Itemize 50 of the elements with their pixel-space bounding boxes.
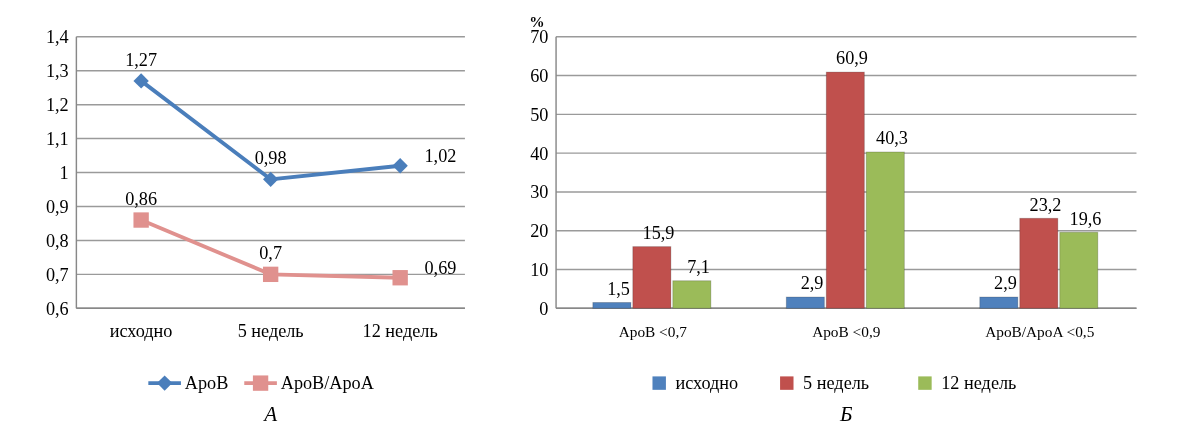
y-tick-label: 1 xyxy=(59,162,69,183)
y-tick-label: 30 xyxy=(530,182,549,203)
x-tick-label: 12 недель xyxy=(362,321,438,342)
legend-label: 12 недель xyxy=(941,373,1017,394)
y-tick-label: 10 xyxy=(530,259,549,280)
data-label: 2,9 xyxy=(994,273,1017,294)
data-label: 23,2 xyxy=(1029,194,1062,215)
data-label: 15,9 xyxy=(642,222,675,243)
data-label: 2,9 xyxy=(800,273,824,294)
text: А xyxy=(262,402,278,427)
data-label: 60,9 xyxy=(836,48,868,69)
y-tick-label: 1,4 xyxy=(45,27,69,48)
point xyxy=(392,270,408,286)
data-label: 1,27 xyxy=(125,49,158,70)
data-label: 7,1 xyxy=(687,257,710,278)
point xyxy=(133,73,149,89)
data-label: 40,3 xyxy=(876,128,908,149)
y-tick-label: 1,2 xyxy=(45,95,69,116)
y-tick-label: 0,7 xyxy=(45,264,69,285)
data-label: 0,7 xyxy=(259,242,283,263)
y-tick-label: 0,9 xyxy=(45,196,69,217)
x-tick-label: ApoB <0,7 xyxy=(618,323,688,341)
legend-label: 5 недель xyxy=(803,373,870,394)
y-tick-label: 0,8 xyxy=(45,230,69,251)
y-tick-label: 20 xyxy=(530,221,549,242)
text: Б xyxy=(839,402,854,427)
legend-label: ApoB/ApoA xyxy=(280,373,375,394)
x-tick-label: 5 недель xyxy=(237,321,304,342)
data-label: 1,02 xyxy=(424,145,457,166)
y-tick-label: 1,1 xyxy=(45,128,69,149)
data-label: 0,98 xyxy=(254,147,287,168)
data-label: 1,5 xyxy=(607,278,630,299)
y-tick-label: 40 xyxy=(530,143,549,164)
x-tick-label: ApoB/ApoA <0,5 xyxy=(985,323,1095,341)
y-tick-label: 0,6 xyxy=(45,298,69,319)
data-label: 19,6 xyxy=(1069,208,1102,229)
point xyxy=(262,266,279,283)
point xyxy=(392,158,408,174)
point xyxy=(133,212,149,228)
x-tick-label: исходно xyxy=(109,321,173,342)
y-tick-label: 1,3 xyxy=(45,61,69,82)
point xyxy=(262,171,279,187)
legend-label: исходно xyxy=(675,373,739,394)
legend-label: ApoB xyxy=(184,373,229,394)
y-tick-label: 50 xyxy=(530,104,549,125)
data-label: 0,69 xyxy=(424,257,457,278)
y-tick-label: 0 xyxy=(539,298,549,319)
x-tick-label: ApoB <0,9 xyxy=(812,323,881,341)
y-tick-label: 60 xyxy=(530,65,549,86)
data-label: 0,86 xyxy=(125,188,158,209)
